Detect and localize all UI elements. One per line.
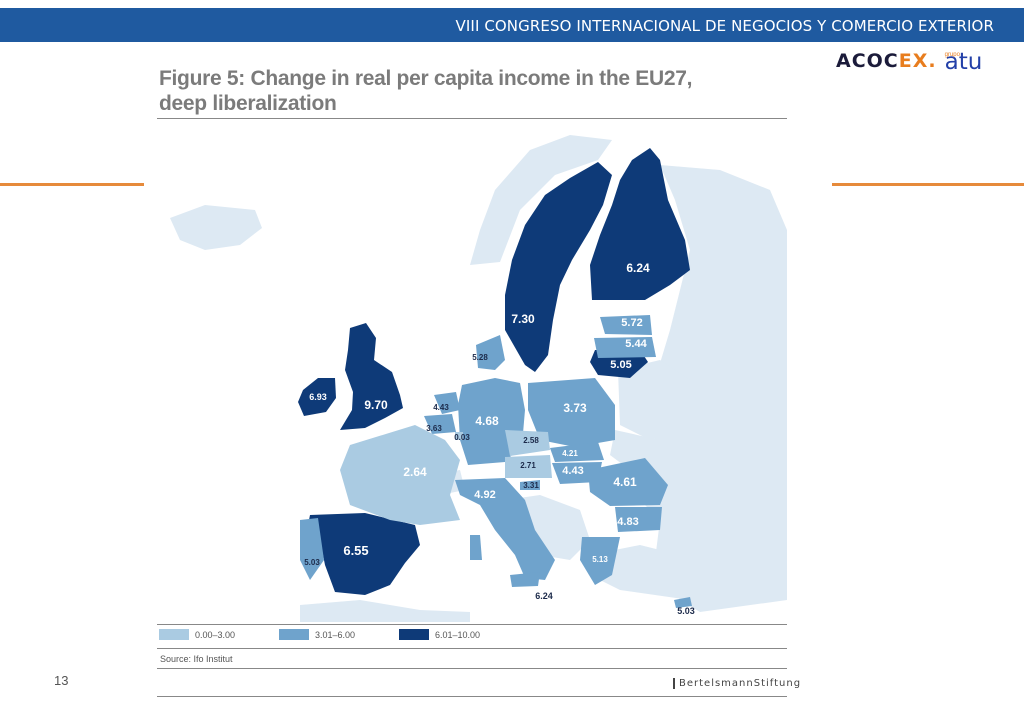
label-sweden: 7.30 <box>511 312 535 326</box>
label-slovenia: 3.31 <box>523 481 539 490</box>
legend-label-low: 0.00–3.00 <box>195 629 236 640</box>
legend-label-mid: 3.01–6.00 <box>315 629 356 640</box>
label-estonia: 5.72 <box>621 317 642 329</box>
legend-swatch-mid <box>279 629 309 640</box>
legend-item-mid: 3.01–6.00 <box>279 629 355 640</box>
netherlands-shape <box>434 392 460 414</box>
austria-shape <box>505 455 552 478</box>
figure-title: Figure 5: Change in real per capita inco… <box>159 67 693 115</box>
label-finland: 6.24 <box>626 261 650 275</box>
label-hungary: 4.43 <box>562 465 583 477</box>
label-latvia: 5.44 <box>625 338 647 350</box>
slovakia-shape <box>550 442 604 462</box>
bottom-rule <box>157 696 787 697</box>
legend-item-high: 6.01–10.00 <box>399 629 480 640</box>
title-rule <box>157 118 787 119</box>
italy-shape <box>455 478 555 580</box>
figure-panel: Figure 5: Change in real per capita inco… <box>157 62 800 702</box>
spain-shape <box>308 513 420 595</box>
label-spain: 6.55 <box>343 543 368 558</box>
label-cyprus: 5.03 <box>677 606 695 616</box>
label-netherlands: 4.43 <box>433 403 449 412</box>
congress-title: VIII CONGRESO INTERNACIONAL DE NEGOCIOS … <box>455 17 994 35</box>
atu-logo: grupo atu <box>944 49 983 75</box>
sicily-shape <box>510 572 540 587</box>
label-czech: 2.58 <box>523 436 539 445</box>
latvia-shape <box>594 337 656 358</box>
legend: 0.00–3.00 3.01–6.00 6.01–10.00 <box>159 628 759 644</box>
mid-tier-countries <box>300 315 692 608</box>
legend-swatch-low <box>159 629 189 640</box>
estonia-shape <box>600 315 652 335</box>
uk-shape <box>340 323 403 430</box>
header-bar: VIII CONGRESO INTERNACIONAL DE NEGOCIOS … <box>0 8 1024 42</box>
sardinia-shape <box>470 535 482 560</box>
label-slovakia: 4.21 <box>562 449 578 458</box>
eu-map: 6.24 7.30 5.72 5.44 5.05 5.28 6.93 9.70 … <box>157 122 787 622</box>
legend-bottom-rule <box>157 648 787 649</box>
label-bulgaria: 4.83 <box>617 516 638 528</box>
acocex-atu-logo: ACOCEX. grupo atu <box>836 48 983 75</box>
label-austria: 2.71 <box>520 461 536 470</box>
france-shape <box>340 425 460 525</box>
source-rule <box>157 668 787 669</box>
north-africa-shape <box>300 600 470 622</box>
finland-shape <box>590 148 690 300</box>
legend-top-rule <box>157 624 787 625</box>
label-romania: 4.61 <box>613 475 637 489</box>
label-poland: 3.73 <box>563 401 587 415</box>
label-denmark: 5.28 <box>472 353 488 362</box>
belgium-shape <box>424 414 456 434</box>
sweden-shape <box>505 162 612 372</box>
iceland-shape <box>170 205 262 250</box>
denmark-shape <box>476 335 505 370</box>
orange-divider-right <box>832 183 1024 186</box>
label-luxembourg: 0.03 <box>454 433 470 442</box>
greece-shape <box>580 537 620 585</box>
label-portugal: 5.03 <box>304 558 320 567</box>
label-italy: 4.92 <box>474 489 495 501</box>
portugal-shape <box>300 518 324 580</box>
bulgaria-shape <box>615 507 662 532</box>
publisher-logo: BertelsmannStiftung <box>673 678 801 689</box>
legend-swatch-high <box>399 629 429 640</box>
orange-divider-left <box>0 183 144 186</box>
label-uk: 9.70 <box>364 398 388 412</box>
turkey-shape <box>590 545 745 600</box>
label-germany: 4.68 <box>475 414 499 428</box>
acocex-logo: ACOCEX. <box>836 50 937 72</box>
legend-label-high: 6.01–10.00 <box>435 629 481 640</box>
label-lithuania: 5.05 <box>610 359 631 371</box>
ireland-shape <box>298 378 336 416</box>
cyprus-shape <box>674 597 692 608</box>
label-malta: 6.24 <box>535 591 553 601</box>
label-greece: 5.13 <box>592 555 608 564</box>
label-france: 2.64 <box>403 465 427 479</box>
norway-shape <box>470 135 612 265</box>
poland-shape <box>528 378 615 447</box>
page-number: 13 <box>54 673 69 688</box>
low-tier-countries <box>340 425 552 525</box>
legend-item-low: 0.00–3.00 <box>159 629 235 640</box>
slovenia-shape <box>520 480 540 490</box>
czech-shape <box>505 430 550 456</box>
romania-shape <box>588 458 668 506</box>
label-belgium: 3.63 <box>426 424 442 433</box>
label-ireland: 6.93 <box>309 392 327 402</box>
belarus-shape <box>618 360 690 440</box>
high-tier-countries <box>298 148 690 595</box>
luxembourg-shape <box>455 432 463 440</box>
source-note: Source: Ifo Institut <box>160 654 233 664</box>
